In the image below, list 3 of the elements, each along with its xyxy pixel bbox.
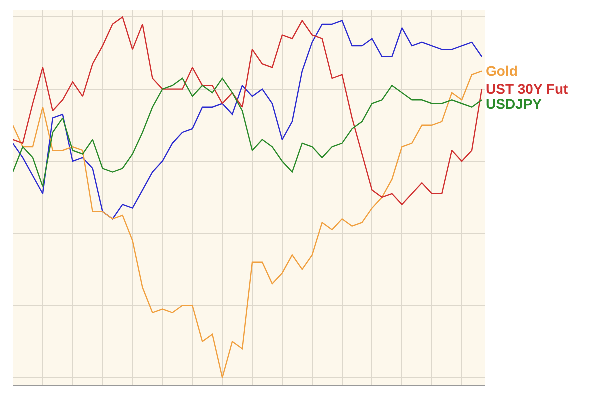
series-label: UST 30Y Fut [486,81,569,97]
series-label: USDJPY [486,96,543,112]
series-label: Gold [486,63,518,79]
